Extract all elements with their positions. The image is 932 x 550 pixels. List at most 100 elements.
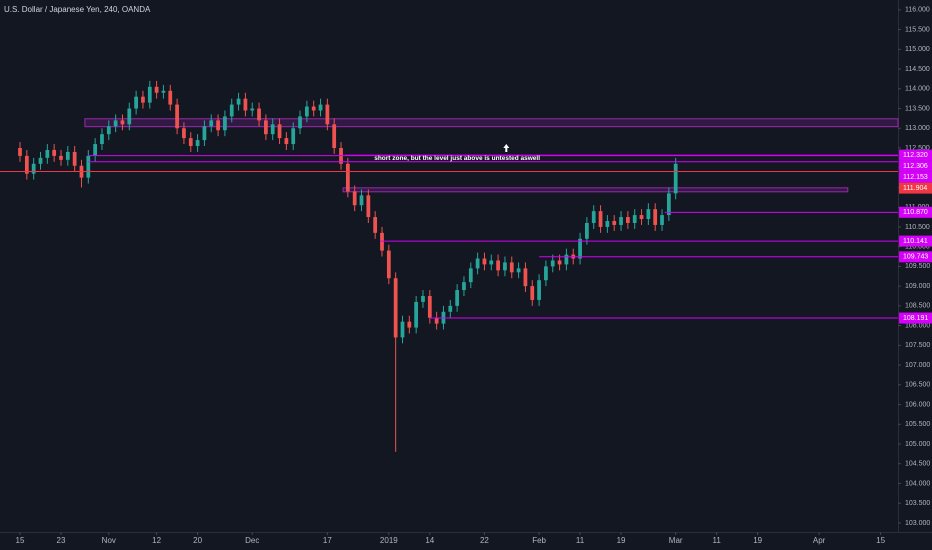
level-label: 108.191 [903,315,928,322]
candle [625,211,630,229]
x-tick-label: 22 [480,536,489,545]
candle-body [345,163,350,192]
candle-body [632,215,637,223]
y-tick-label: 108.500 [905,303,930,310]
candle-body [557,260,562,265]
candle-body [93,144,98,156]
candle [421,290,425,308]
candle-body [311,106,316,111]
candle [632,209,637,229]
y-tick-label: 106.000 [905,401,930,408]
y-tick-label: 106.500 [905,382,930,389]
x-tick-label: 12 [152,536,161,545]
x-tick-label: 15 [16,536,25,545]
candle [380,226,384,257]
candle-body [154,86,159,93]
candle [45,144,50,164]
candle-body [503,262,507,271]
candle [284,132,289,150]
candle [605,215,610,233]
candle-body [202,126,207,141]
candle-body [482,258,487,265]
y-tick-label: 107.500 [905,342,930,349]
candle [161,84,166,99]
candle [113,114,118,133]
y-tick-label: 114.500 [905,66,930,73]
candle [448,299,453,318]
candle [482,252,487,271]
candle-body [421,295,425,302]
candle [400,315,405,344]
candle [345,157,350,198]
candle [386,244,391,285]
candle-body [598,211,603,227]
candle-body [468,268,473,283]
candle [393,272,398,452]
candle [250,102,255,117]
candle [216,114,220,137]
candle [243,92,248,117]
candle-body [325,104,330,125]
y-tick-label: 115.000 [905,46,930,53]
candle [550,254,555,273]
candle-body [175,104,179,129]
y-tick-label: 114.000 [905,86,930,93]
candle-body [332,124,337,148]
candle [544,260,548,287]
candle [106,120,111,141]
candle [277,118,282,145]
candle-body [359,195,364,206]
candle-body [270,124,275,135]
candle-body [113,120,118,127]
candle-body [243,98,248,111]
candle [24,149,29,180]
candle-body [516,268,521,273]
candle-body [625,217,630,223]
x-tick-label: 11 [713,536,722,545]
x-tick-label: Mar [669,536,683,545]
candle-body [564,254,569,265]
candle-body [216,120,220,131]
candle-body [24,155,29,174]
level-label-bg [899,149,932,161]
candle [325,98,330,131]
candle-body [195,140,200,147]
y-tick-label: 103.500 [905,500,930,507]
candle [236,92,241,111]
level-label-bg [899,312,932,324]
candle [639,209,644,225]
x-tick-label: 19 [753,536,762,545]
candle [612,215,617,231]
candle [270,118,275,141]
candle-body [653,209,658,225]
x-tick-label: 19 [617,536,626,545]
candle-body [489,260,494,265]
candle [257,102,261,127]
candle-body [18,147,22,156]
candle [523,262,528,293]
candle [373,211,378,239]
candle [578,232,582,265]
candle [147,80,152,109]
y-tick-label: 110.500 [905,224,930,231]
candle-body [366,195,371,218]
candle-body [291,128,296,145]
x-tick-label: 17 [323,536,332,545]
level-label: 111.904 [903,185,927,192]
candle [38,151,43,170]
level-label-bg [899,251,932,263]
candle [311,100,316,117]
level-label: 110.141 [903,238,928,245]
y-tick-label: 109.000 [905,283,930,290]
candle-body [52,149,57,156]
y-tick-label: 110.000 [905,244,930,251]
y-tick-label: 104.500 [905,461,930,468]
candle [195,134,200,152]
candle-body [455,290,460,306]
candle [182,122,186,145]
candle [100,128,104,150]
candle [229,98,234,123]
candle [489,254,494,271]
y-tick-label: 112.500 [905,145,930,152]
